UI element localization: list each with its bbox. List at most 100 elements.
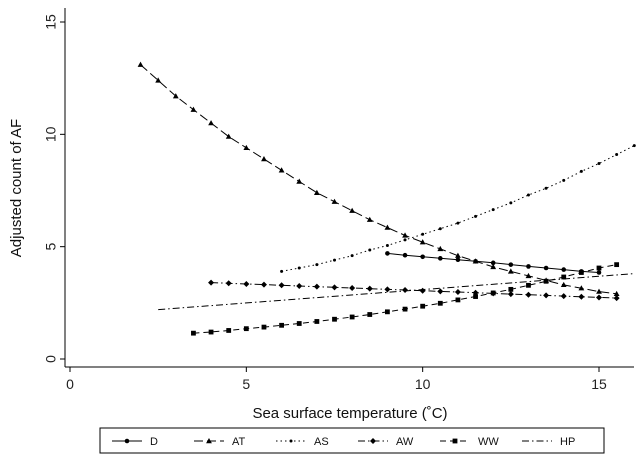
data-point — [490, 290, 496, 296]
data-point — [543, 265, 549, 271]
data-point — [508, 262, 514, 267]
data-point — [403, 238, 407, 242]
data-point — [315, 263, 319, 267]
data-point — [455, 252, 461, 258]
data-point — [632, 144, 636, 148]
series-line — [193, 264, 617, 334]
data-point — [437, 300, 443, 306]
x-tick-label: 10 — [415, 376, 431, 392]
data-point — [366, 216, 373, 222]
data-point — [349, 207, 356, 213]
data-point — [456, 221, 460, 225]
legend-label: HP — [560, 436, 575, 448]
data-point — [331, 284, 338, 291]
data-point — [208, 329, 214, 335]
series-line — [158, 273, 635, 311]
data-point — [385, 309, 390, 315]
data-point — [614, 262, 620, 268]
series-hp — [158, 273, 635, 311]
data-point — [578, 270, 584, 275]
data-point — [261, 324, 267, 330]
data-point — [596, 288, 602, 294]
legend-item-ww: WW — [440, 436, 499, 448]
series-aw — [208, 279, 620, 302]
legend-label: AS — [314, 436, 329, 448]
data-point — [367, 312, 373, 317]
legend-label: D — [150, 436, 158, 448]
data-point — [525, 291, 532, 298]
data-point — [402, 232, 408, 238]
legend-item-at: AT — [194, 436, 246, 448]
data-point — [543, 292, 550, 299]
data-point — [402, 306, 408, 312]
legend-item-hp: HP — [522, 436, 575, 448]
data-point — [226, 328, 232, 333]
data-point — [491, 208, 495, 212]
data-point — [402, 287, 409, 294]
data-point — [137, 61, 144, 67]
data-point — [420, 254, 425, 260]
data-point — [278, 282, 285, 289]
data-point — [419, 287, 426, 294]
data-point — [438, 256, 443, 261]
series-as — [280, 144, 636, 273]
legend-item-d: D — [112, 436, 158, 448]
data-point — [280, 269, 284, 273]
data-point — [384, 224, 391, 230]
data-point — [596, 265, 602, 271]
data-point — [437, 245, 444, 252]
data-point — [349, 285, 356, 292]
data-point — [507, 291, 514, 298]
data-point — [560, 281, 567, 288]
data-point — [613, 295, 620, 302]
data-point — [349, 314, 355, 320]
data-point — [366, 285, 373, 292]
series-line — [140, 64, 617, 295]
data-point — [243, 144, 250, 151]
legend-marker — [124, 438, 130, 444]
legend-box — [99, 427, 605, 454]
data-point — [420, 303, 426, 309]
data-point — [454, 289, 461, 296]
data-point — [490, 263, 497, 270]
y-tick-label: 15 — [43, 14, 59, 30]
data-point — [260, 281, 267, 288]
legend-label: WW — [478, 436, 499, 448]
data-point — [526, 264, 531, 269]
x-tick-label: 0 — [66, 376, 74, 392]
y-tick-label: 10 — [43, 126, 59, 142]
data-point — [313, 189, 320, 195]
legend-label: AW — [396, 436, 414, 448]
data-point — [296, 178, 303, 184]
x-axis-ticks: 0 5 10 15 — [66, 367, 607, 392]
data-point — [437, 288, 444, 295]
series-line — [281, 145, 635, 272]
series-d — [385, 251, 602, 275]
data-point — [261, 156, 267, 162]
y-axis-title: Adjusted count of AF — [8, 119, 25, 257]
data-point — [333, 258, 336, 262]
data-point — [279, 322, 284, 328]
data-point — [419, 239, 426, 245]
legend-items: D AT AS AW WW HP — [112, 436, 575, 448]
data-point — [155, 77, 162, 83]
data-point — [472, 258, 479, 264]
data-point — [561, 267, 567, 272]
data-point — [509, 201, 513, 205]
data-point — [172, 93, 179, 99]
series-ww — [191, 262, 620, 336]
legend-item-aw: AW — [358, 436, 414, 448]
data-point — [421, 232, 425, 236]
data-point — [561, 274, 567, 280]
series-at — [137, 61, 620, 297]
data-point — [243, 280, 250, 287]
data-point — [560, 293, 567, 300]
legend: D AT AS AW WW HP — [99, 427, 605, 454]
data-point — [278, 167, 285, 173]
data-point — [313, 283, 320, 290]
data-point — [526, 282, 531, 288]
x-tick-label: 15 — [591, 376, 607, 392]
data-point — [384, 286, 391, 293]
series-layer — [137, 61, 636, 336]
